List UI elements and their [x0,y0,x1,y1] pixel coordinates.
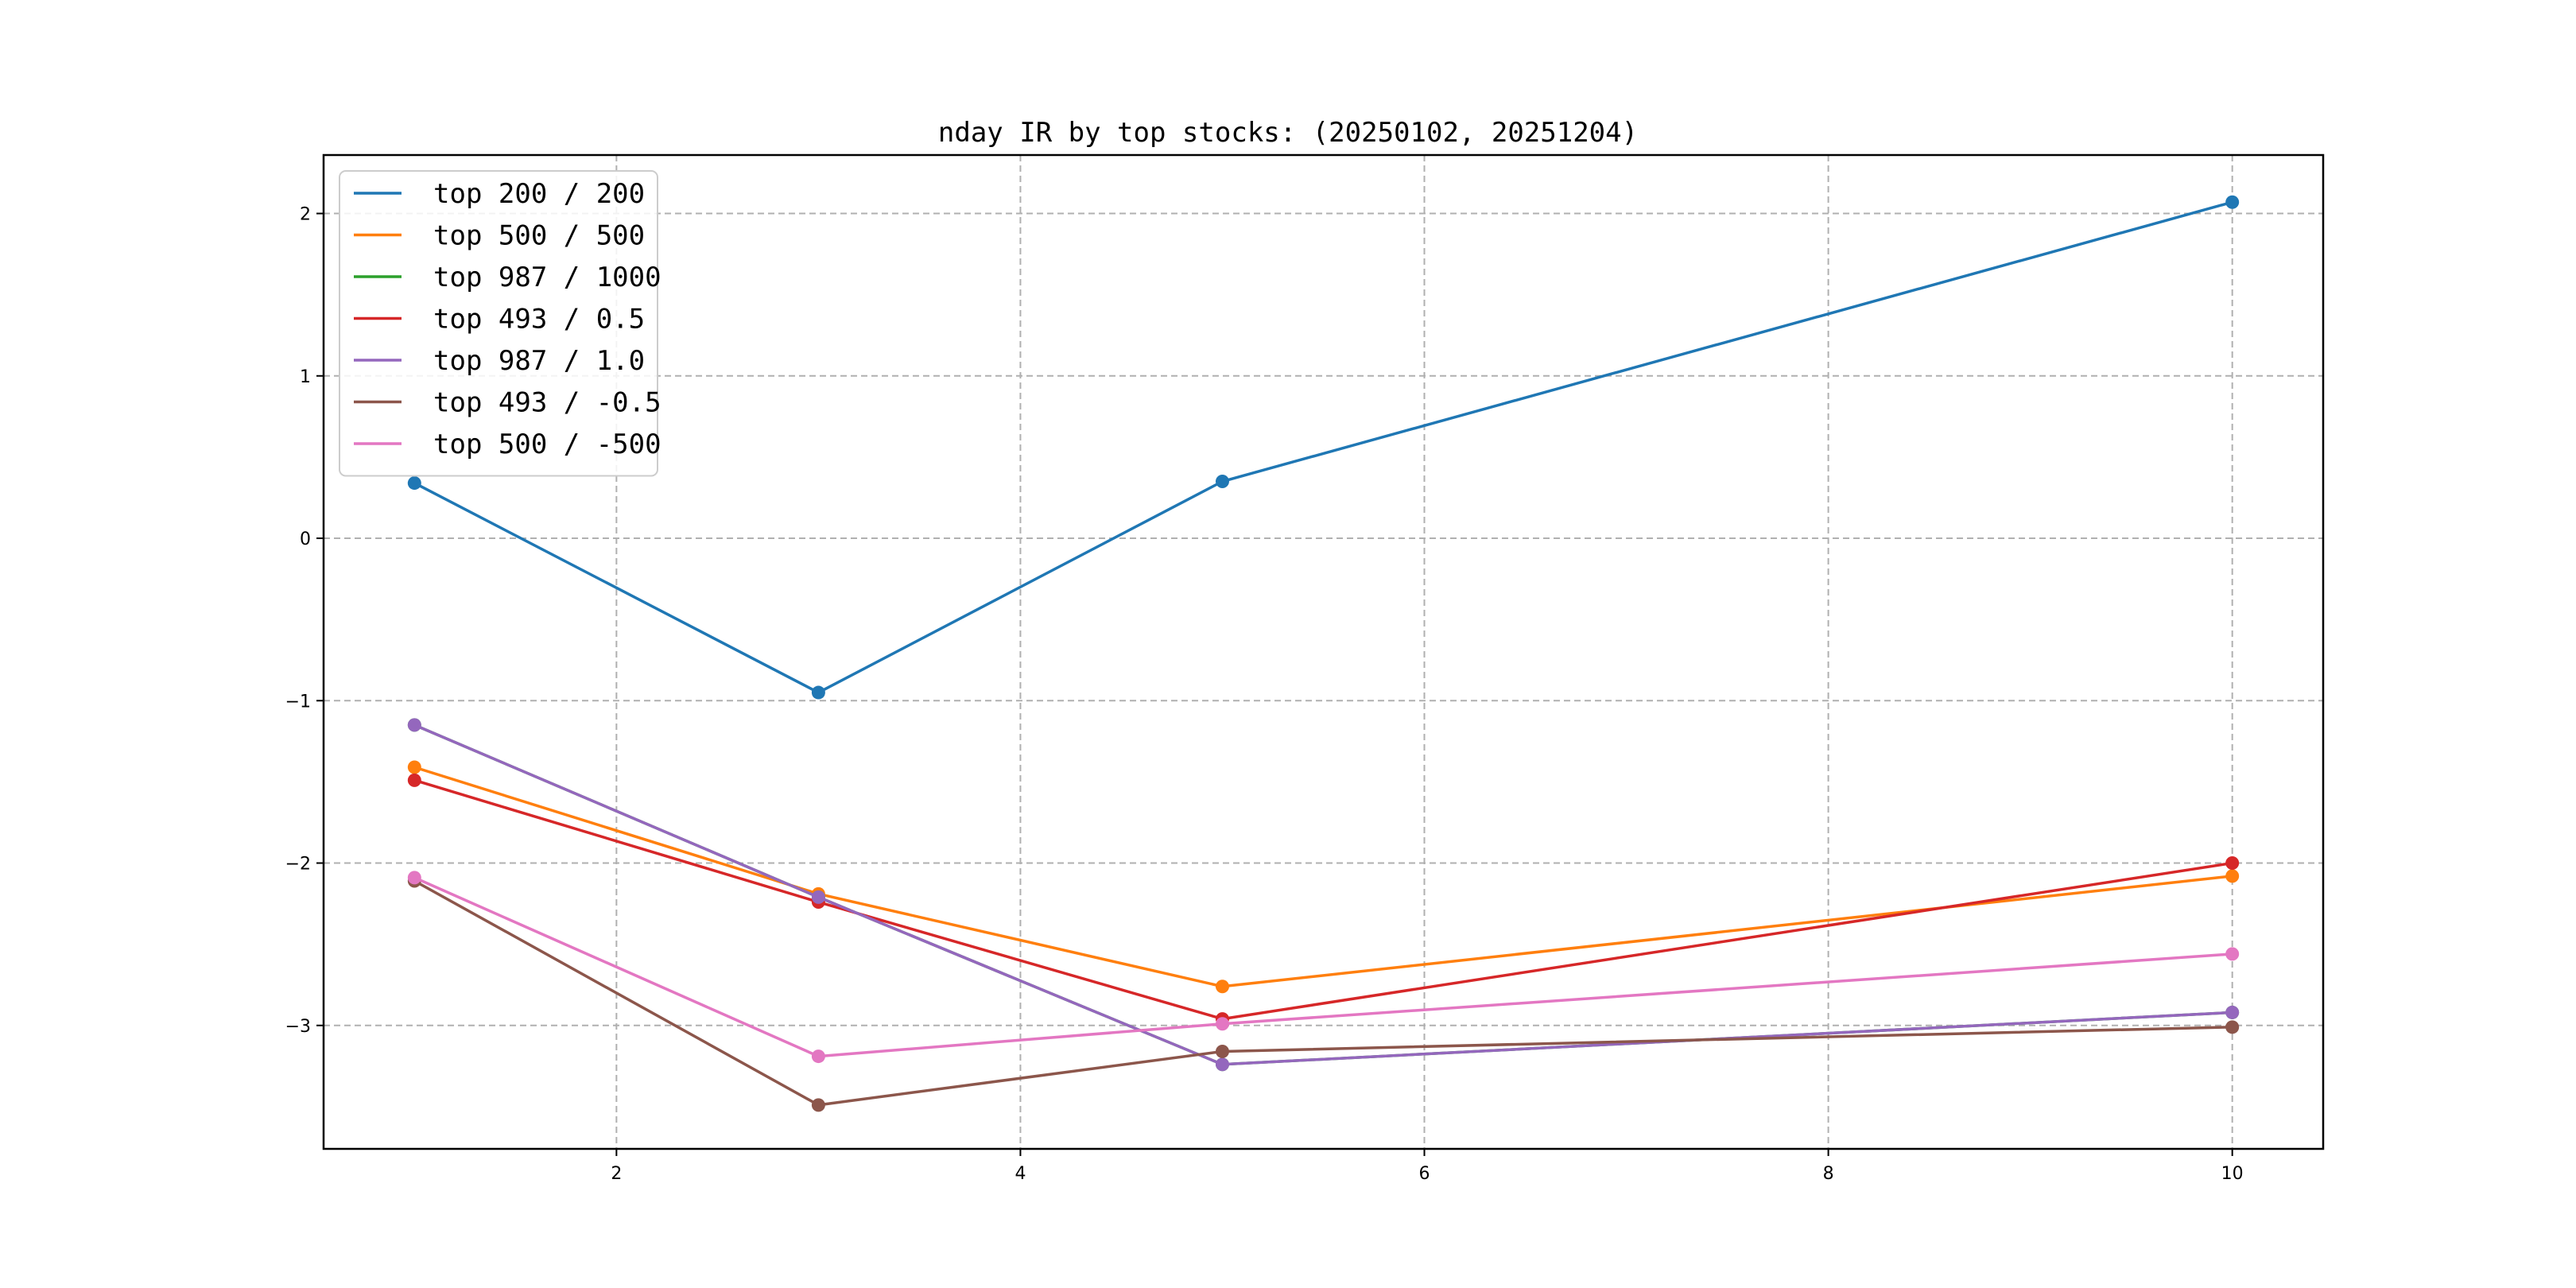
legend-label: top 500 / 500 [433,220,645,252]
data-point [2225,195,2240,209]
series-1 [407,760,2240,994]
y-tick-label: 1 [300,367,311,387]
data-point [1215,1017,1229,1031]
legend-label: top 987 / 1000 [433,262,661,293]
data-point [2225,947,2240,961]
data-point [1215,1057,1229,1072]
series-2 [407,718,2240,1072]
y-tick-label: −1 [285,692,311,712]
series-line [413,778,2233,1021]
series-line [413,200,2233,694]
series-3 [407,773,2240,1026]
series-line [413,879,2233,1107]
legend: top 200 / 200 top 500 / 500 top 987 / 1000… [339,170,661,477]
data-point [811,685,825,700]
x-tick-label: 2 [611,1164,622,1184]
data-point [2225,869,2240,883]
plot-frame [322,153,2325,1150]
data-point [2225,1020,2240,1034]
x-tick-label: 4 [1014,1164,1026,1184]
y-tick-label: −3 [285,1017,311,1037]
legend-label: top 987 / 1.0 [433,345,645,377]
data-point [407,760,421,774]
series-6 [407,871,2240,1064]
axis-ticks: 2 4 6 8 10 −3 −2 −1 0 1 2 [285,205,2244,1184]
data-point [1215,1044,1229,1058]
series-4 [407,718,2240,1072]
legend-label: top 493 / 0.5 [433,304,645,336]
data-point [811,890,825,904]
legend-label: top 200 / 200 [433,178,645,210]
y-tick-label: −2 [285,855,311,875]
series-line [413,724,2233,1066]
y-tick-label: 0 [300,530,311,549]
data-point [407,871,421,885]
y-tick-label: 2 [300,205,311,225]
x-tick-label: 10 [2221,1164,2244,1184]
legend-box [339,170,658,477]
data-point [1215,980,1229,994]
series-line [413,724,2233,1066]
legend-label: top 500 / -500 [433,429,661,460]
series-lines [407,195,2240,1112]
series-5 [407,874,2240,1112]
data-point [1215,475,1229,489]
series-line [413,766,2233,988]
data-point [407,718,421,732]
data-point [811,1049,825,1064]
chart-title: nday IR by top stocks: (20250102, 202512… [938,117,1638,149]
series-0 [407,195,2240,700]
data-point [407,773,421,787]
data-point [2225,1005,2240,1019]
data-point [2225,856,2240,871]
data-point [407,476,421,491]
legend-label: top 493 / -0.5 [433,387,661,419]
x-tick-label: 8 [1823,1164,1834,1184]
data-point [811,1098,825,1112]
series-line [413,876,2233,1058]
x-tick-label: 6 [1419,1164,1430,1184]
